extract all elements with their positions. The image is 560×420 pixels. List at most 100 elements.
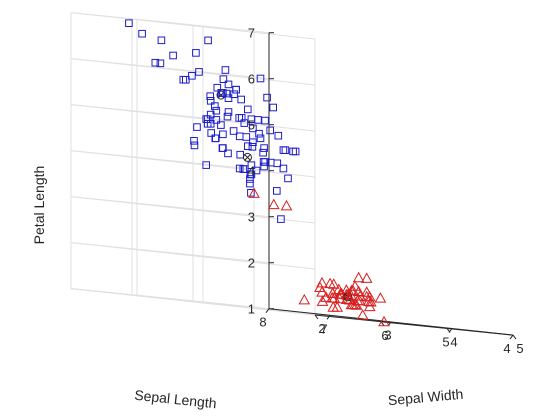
data-point-square [229,127,238,135]
data-point-circle-x [243,152,252,162]
data-point-square [291,147,300,156]
data-point-square [190,141,199,150]
data-point-square [244,142,252,150]
data-point-square [151,58,160,67]
data-point-square [218,144,227,152]
data-point-square [237,95,245,104]
x-tick-label: 8 [259,315,266,330]
data-point-triangle [326,287,339,298]
z-tick-label: 5 [248,118,255,133]
data-point-square [252,166,261,175]
y-tick-label: 4 [450,334,457,349]
data-point-triangle [314,281,326,292]
y-tick-mark [380,321,385,327]
x-tick-label: 7 [320,321,327,336]
data-point-square [156,59,165,68]
grid-line [70,58,316,86]
chart-points [125,19,390,327]
data-point-triangle [280,199,293,211]
x-tick-mark [326,314,331,320]
y-tick-label: 2 [318,321,325,336]
data-point-square [279,146,288,154]
data-point-square [273,187,281,195]
x-tick-label: 6 [381,328,388,343]
data-point-triangle [332,283,345,294]
data-point-square [202,161,210,169]
data-point-square [224,149,232,158]
data-point-square [284,174,292,183]
grid-line [70,288,316,316]
z-tick-label: 1 [248,302,255,317]
data-point-square [219,130,227,139]
data-point-square [249,138,257,146]
data-point-square [222,89,231,98]
data-point-square [206,97,215,105]
data-point-square [182,76,190,84]
data-point-triangle [248,187,260,198]
data-point-square [179,75,188,84]
data-point-square [260,162,268,171]
data-point-square [212,116,221,124]
data-point-square [211,102,219,110]
data-point-square [279,164,288,173]
data-point-square [261,116,269,125]
data-point-triangle [327,301,340,312]
data-point-triangle [326,291,339,303]
y-axis-line [314,314,514,336]
data-point-square [256,74,265,83]
data-point-square [190,137,198,145]
grid-line [70,196,316,224]
data-point-square [224,108,233,116]
data-point-square [138,29,146,38]
data-point-square [256,134,265,143]
data-point-triangle [324,277,336,289]
data-point-square [277,215,285,223]
data-point-square [236,150,244,159]
data-point-square [212,134,220,143]
z-axis-label: Petal Length [31,166,47,245]
y-tick-mark [446,328,451,333]
y-tick-mark [512,334,517,340]
data-point-square [221,66,230,74]
x-tick-mark [509,334,514,340]
data-point-square [240,119,249,127]
data-point-square [274,131,283,140]
data-point-triangle [364,295,377,307]
data-point-triangle [360,286,373,297]
data-point-square [246,179,254,188]
data-point-square [224,94,233,103]
data-point-square [273,159,282,168]
data-point-square [203,115,212,124]
z-tick-label: 7 [248,26,255,41]
data-point-square [232,85,240,94]
grid-line [70,242,316,270]
data-point-square [244,105,252,114]
x-tick-mark [265,308,270,314]
data-point-triangle [298,293,311,305]
data-point-triangle [352,271,365,283]
y-axis-label: Sepal Width [387,386,464,409]
data-point-square [203,120,212,128]
data-point-triangle [351,294,364,306]
x-tick-label: 4 [503,341,510,356]
grid-line [70,150,316,178]
data-point-square [232,85,240,94]
z-tick-label: 6 [248,72,255,87]
x-axis-label: Sepal Length [134,387,218,412]
data-point-square [219,75,228,84]
data-point-triangle [334,288,347,299]
grid-line [70,104,316,132]
data-point-triangle [374,292,387,303]
data-point-square [241,165,249,173]
data-point-square [248,143,257,151]
grid-line [70,12,316,40]
data-point-square [247,170,256,179]
data-point-square [125,19,133,27]
data-point-square [204,36,212,45]
data-point-square [230,90,238,99]
data-point-square [207,129,215,137]
data-point-triangle [356,309,369,320]
data-point-square [269,103,277,112]
data-point-square [246,175,254,183]
